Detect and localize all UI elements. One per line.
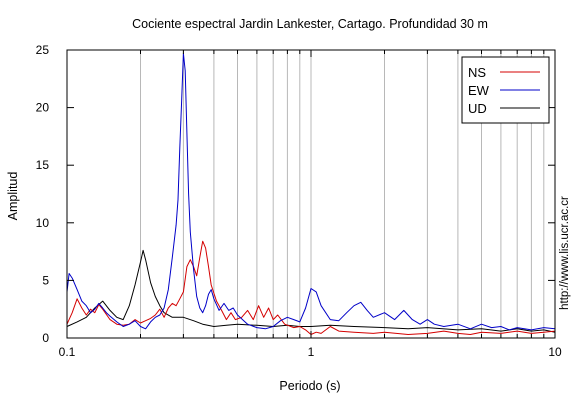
x-tick-label: 0.1 bbox=[59, 345, 76, 359]
x-axis-ticks: 0.1 1 10 bbox=[59, 50, 562, 359]
y-tick-label: 10 bbox=[36, 216, 50, 230]
legend: NS EW UD bbox=[461, 56, 550, 124]
y-tick-label: 15 bbox=[36, 158, 50, 172]
series-line-ud bbox=[66, 249, 556, 333]
x-tick-label: 1 bbox=[308, 345, 315, 359]
legend-label-ud: UD bbox=[468, 101, 487, 116]
chart-title: Cociente espectral Jardin Lankester, Car… bbox=[132, 17, 488, 31]
y-tick-label: 0 bbox=[42, 331, 49, 345]
x-axis-label: Periodo (s) bbox=[279, 379, 340, 393]
y-axis-label: Amplitud bbox=[6, 172, 20, 221]
x-tick-label: 10 bbox=[548, 345, 562, 359]
vertical-gridlines bbox=[140, 50, 545, 338]
legend-label-ew: EW bbox=[468, 83, 490, 98]
source-url: http://www.lis.ucr.ac.cr bbox=[559, 196, 571, 310]
series-line-ns bbox=[66, 240, 556, 335]
y-tick-label: 25 bbox=[36, 43, 50, 57]
y-tick-label: 20 bbox=[36, 101, 50, 115]
series-lines bbox=[66, 53, 556, 335]
legend-label-ns: NS bbox=[468, 65, 486, 80]
y-axis-ticks: 0 5 10 15 20 25 bbox=[36, 43, 555, 345]
series-line-ew bbox=[66, 53, 556, 331]
y-tick-label: 5 bbox=[42, 273, 49, 287]
